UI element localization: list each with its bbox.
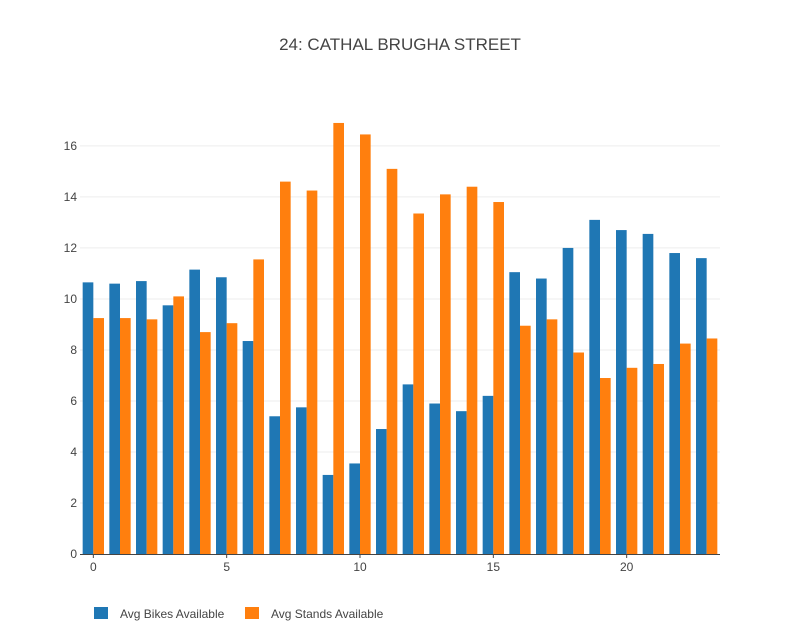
bar-stands-4[interactable] xyxy=(200,332,211,554)
y-tick-label: 12 xyxy=(64,241,78,255)
bar-stands-8[interactable] xyxy=(306,190,318,555)
bar-stands-1[interactable] xyxy=(120,318,131,554)
chart-title: 24: CATHAL BRUGHA STREET xyxy=(279,35,521,54)
bar-stands-19[interactable] xyxy=(600,378,611,554)
bar-stands-14[interactable] xyxy=(466,186,478,554)
bar-bikes-12[interactable] xyxy=(402,384,414,554)
legend-item-stands[interactable]: Avg Stands Available xyxy=(245,607,384,621)
bar-bikes-13[interactable] xyxy=(429,403,440,554)
bar-stands-17[interactable] xyxy=(546,319,558,554)
grid-lines xyxy=(80,145,720,504)
bar-stands-6[interactable] xyxy=(253,259,264,554)
bars xyxy=(82,122,718,555)
y-tick-label: 10 xyxy=(64,292,78,306)
bar-stands-22[interactable] xyxy=(680,343,691,554)
legend-swatch xyxy=(245,607,259,619)
legend-swatch xyxy=(94,607,108,619)
y-tick-label: 2 xyxy=(70,496,77,510)
bar-bikes-22[interactable] xyxy=(669,253,680,555)
bar-bikes-11[interactable] xyxy=(376,429,387,554)
x-tick-label: 20 xyxy=(620,560,634,574)
bar-bikes-16[interactable] xyxy=(509,272,520,554)
y-tick-label: 14 xyxy=(64,190,78,204)
bar-stands-12[interactable] xyxy=(413,213,424,555)
legend-label: Avg Bikes Available xyxy=(120,607,225,621)
bar-bikes-8[interactable] xyxy=(296,407,307,554)
bar-stands-3[interactable] xyxy=(173,296,184,554)
bar-stands-18[interactable] xyxy=(573,352,584,554)
y-tick-label: 16 xyxy=(64,139,78,153)
bar-stands-5[interactable] xyxy=(226,323,238,554)
legend[interactable]: Avg Bikes Available Avg Stands Available xyxy=(94,607,384,621)
bar-stands-15[interactable] xyxy=(493,202,504,555)
y-tick-label: 6 xyxy=(70,394,77,408)
y-tick-label: 0 xyxy=(70,547,77,561)
bar-stands-2[interactable] xyxy=(146,319,158,554)
bar-stands-16[interactable] xyxy=(520,325,531,554)
x-tick-label: 10 xyxy=(353,560,367,574)
bar-stands-9[interactable] xyxy=(333,122,344,555)
bar-bikes-2[interactable] xyxy=(136,281,147,554)
bar-stands-21[interactable] xyxy=(653,363,664,554)
bar-stands-13[interactable] xyxy=(440,194,451,554)
bar-bikes-17[interactable] xyxy=(536,278,547,554)
y-tick-label: 4 xyxy=(70,445,77,459)
bar-bikes-14[interactable] xyxy=(456,411,467,554)
bar-bikes-10[interactable] xyxy=(349,463,360,554)
bar-bikes-9[interactable] xyxy=(322,474,334,554)
y-tick-label: 8 xyxy=(70,343,77,357)
bar-stands-11[interactable] xyxy=(386,168,398,554)
x-tick-label: 15 xyxy=(487,560,501,574)
x-tick-label: 5 xyxy=(223,560,230,574)
bar-bikes-1[interactable] xyxy=(109,283,120,554)
legend-label: Avg Stands Available xyxy=(271,607,384,621)
bar-stands-10[interactable] xyxy=(360,134,371,554)
bar-bikes-7[interactable] xyxy=(269,416,280,554)
bar-bikes-19[interactable] xyxy=(589,219,600,554)
axes: 0 2 4 6 8 10 12 14 16 0 5 10 15 20 xyxy=(64,139,720,574)
bar-bikes-6[interactable] xyxy=(242,341,254,554)
bar-bikes-18[interactable] xyxy=(562,247,574,554)
bar-stands-20[interactable] xyxy=(626,367,638,554)
bar-bikes-20[interactable] xyxy=(616,230,627,554)
bar-bikes-4[interactable] xyxy=(189,269,200,554)
bar-bikes-23[interactable] xyxy=(696,258,707,554)
bar-bikes-15[interactable] xyxy=(482,395,494,554)
bar-bikes-3[interactable] xyxy=(162,305,174,554)
bar-stands-23[interactable] xyxy=(706,338,718,554)
bar-bikes-0[interactable] xyxy=(82,282,94,554)
legend-item-bikes[interactable]: Avg Bikes Available xyxy=(94,607,225,621)
bar-bikes-5[interactable] xyxy=(216,277,227,554)
bar-bikes-21[interactable] xyxy=(642,233,654,555)
bar-stands-0[interactable] xyxy=(93,318,104,554)
x-tick-label: 0 xyxy=(90,560,97,574)
bar-stands-7[interactable] xyxy=(280,181,291,554)
